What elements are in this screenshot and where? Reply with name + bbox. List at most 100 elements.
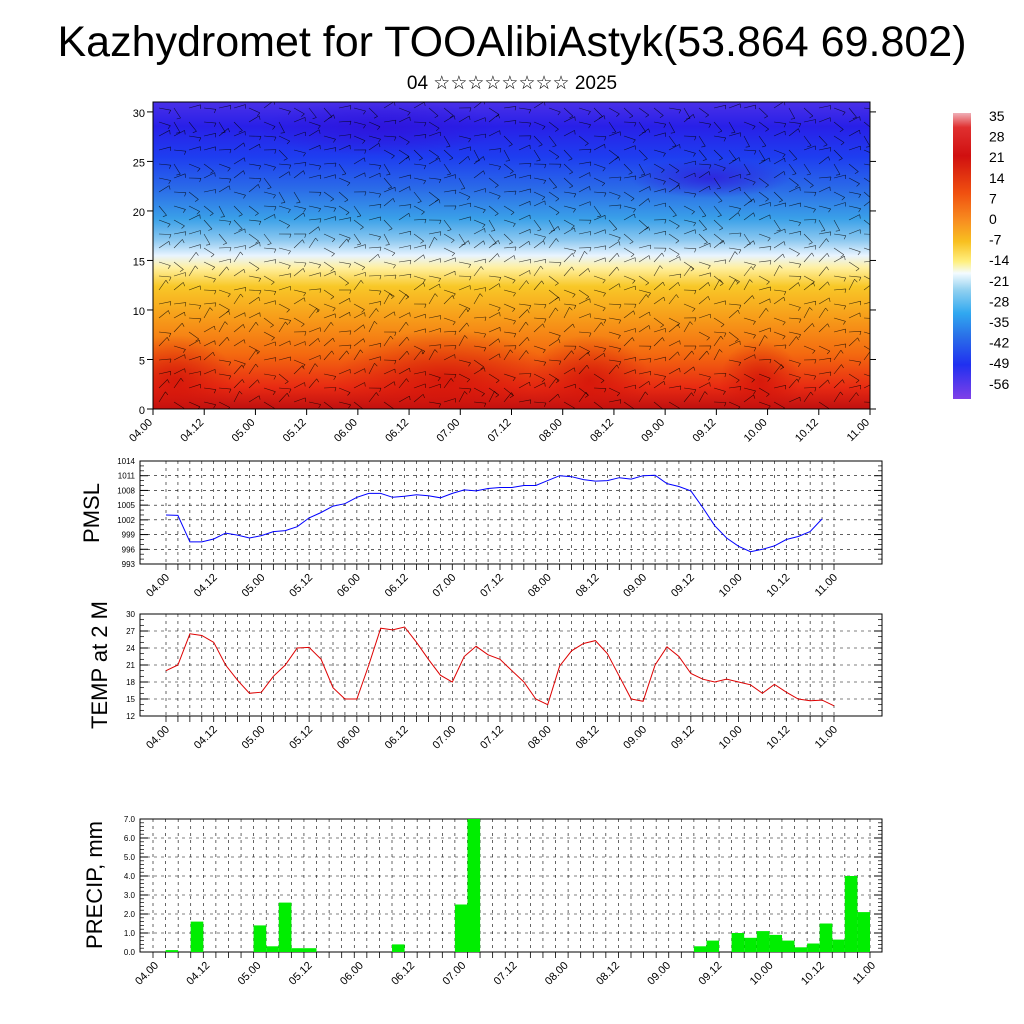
wind-barb: [413, 244, 426, 249]
colorbar-label: 14: [989, 170, 1005, 186]
wind-barb-flag: [394, 275, 397, 280]
wind-barb: [698, 331, 710, 338]
wind-barb: [758, 275, 770, 283]
wind-barb-flag: [206, 244, 211, 246]
wind-barb: [458, 115, 470, 123]
wind-barb: [578, 135, 589, 144]
wind-barb-flag: [334, 387, 337, 392]
wind-barb-flag: [617, 195, 621, 200]
wind-barb: [863, 200, 870, 207]
wind-barb: [398, 350, 408, 361]
wind-barb-flag: [702, 228, 707, 231]
wind-barb-flag: [289, 273, 292, 278]
precip-axis-label: PRECIP, mm: [82, 821, 107, 949]
wind-barb: [833, 121, 844, 130]
wind-barb: [248, 322, 257, 333]
wind-barb-flag: [208, 228, 213, 231]
wind-barb-flag: [394, 136, 397, 141]
wind-barb: [188, 317, 202, 320]
wind-barb: [158, 275, 172, 278]
wind-barb: [203, 146, 216, 151]
wind-barb-flag: [421, 211, 425, 215]
wind-barb: [188, 163, 201, 169]
wind-barb: [473, 188, 486, 193]
wind-barb: [638, 244, 651, 249]
wind-barb: [323, 261, 335, 270]
wind-barb-flag: [858, 361, 862, 366]
x-tick-label: 05.12: [287, 724, 315, 752]
wind-barb: [428, 293, 436, 305]
wind-barb: [593, 387, 607, 389]
wind-barb: [248, 184, 259, 193]
wind-barb-flag: [716, 187, 721, 190]
wind-barb: [548, 226, 559, 235]
wind-barb-flag: [858, 194, 862, 198]
wind-barb: [173, 322, 183, 333]
wind-barb: [338, 144, 351, 151]
wind-barb: [473, 331, 486, 335]
wind-barb-flag: [379, 204, 382, 209]
wind-barb: [683, 387, 696, 390]
x-tick-label: 07.00: [440, 960, 468, 988]
wind-barb: [398, 273, 411, 277]
wind-barb-flag: [209, 213, 214, 216]
wind-barb-flag: [317, 338, 320, 343]
wind-barb: [443, 295, 453, 305]
heatmap-shading: [153, 102, 877, 409]
wind-barb: [323, 387, 337, 389]
wind-barb-flag: [243, 157, 246, 162]
wind-barb-flag: [767, 378, 771, 382]
wind-barb: [743, 135, 750, 147]
wind-barb: [623, 357, 636, 361]
wind-barb: [503, 163, 514, 172]
wind-barb: [638, 294, 647, 305]
wind-barb: [428, 344, 441, 347]
wind-barb-flag: [454, 345, 457, 350]
wind-barb-flag: [259, 290, 262, 295]
wind-barb-flag: [303, 208, 306, 213]
wind-barb: [443, 317, 456, 323]
wind-barb-flag: [875, 235, 877, 239]
wind-barb: [683, 114, 694, 123]
wind-barb-flag: [165, 280, 169, 284]
x-tick-label: 04.12: [192, 724, 220, 752]
wind-barb: [458, 391, 465, 403]
wind-barb: [413, 191, 422, 202]
wind-barb-flag: [168, 180, 171, 185]
wind-barb-flag: [544, 164, 547, 169]
wind-barb-flag: [184, 231, 187, 236]
wind-barb-flag: [393, 264, 396, 269]
wind-barb: [668, 351, 679, 361]
wind-barb-flag: [735, 279, 739, 284]
wind-barb-flag: [408, 213, 411, 218]
wind-barb: [173, 121, 181, 133]
wind-barb-flag: [783, 291, 787, 296]
wind-barb-flag: [765, 308, 769, 312]
wind-barb: [443, 107, 454, 116]
wind-barb: [443, 163, 451, 175]
wind-barb-flag: [662, 337, 665, 342]
wind-barb: [608, 107, 620, 115]
wind-barb: [818, 357, 831, 361]
wind-barb: [338, 369, 351, 375]
wind-barb: [863, 233, 870, 235]
wind-barb: [758, 246, 771, 249]
wind-barb: [743, 279, 750, 291]
wind-barb: [743, 354, 755, 361]
wind-barb: [458, 233, 466, 245]
wind-barb-flag: [585, 395, 589, 398]
wind-barb-flag: [649, 346, 652, 351]
wind-barb: [638, 198, 649, 207]
wind-barb: [203, 233, 211, 245]
wind-barb-flag: [273, 291, 277, 296]
wind-barb: [653, 121, 666, 125]
wind-barb: [158, 219, 171, 225]
wind-barb-flag: [679, 274, 682, 279]
wind-barb: [458, 146, 471, 151]
wind-barb: [638, 121, 646, 133]
wind-barb-flag: [676, 183, 680, 187]
y-tick-label: 1008: [117, 486, 135, 495]
wind-barb: [563, 191, 576, 195]
wind-barb-flag: [829, 176, 832, 181]
wind-barb: [173, 302, 186, 305]
